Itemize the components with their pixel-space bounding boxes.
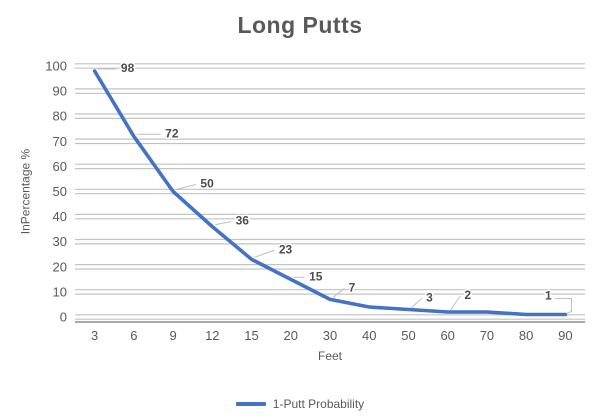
label-leader-line [254,249,275,258]
y-tick-label: 30 [53,234,67,249]
y-tick-label: 70 [53,134,67,149]
x-tick-label: 15 [244,328,258,343]
x-tick-label: 50 [401,328,415,343]
data-point-label: 15 [309,269,323,283]
legend-line-marker [235,402,266,406]
data-point-label: 7 [349,280,356,294]
legend-label: 1-Putt Probability [272,397,365,411]
x-tick-label: 6 [130,328,137,343]
y-tick-label: 80 [53,109,67,124]
label-leader-line [411,298,423,308]
data-point-label: 98 [121,61,135,75]
x-tick-label: 70 [480,328,494,343]
chart-title: Long Putts [237,12,363,38]
legend: 1-Putt Probability [0,397,600,411]
y-tick-label: 60 [53,159,67,174]
x-tick-label: 3 [91,328,98,343]
data-point-label: 23 [279,242,293,256]
y-tick-label: 10 [53,284,67,299]
y-tick-label: 40 [53,209,67,224]
y-tick-label: 20 [53,259,67,274]
x-tick-label: 9 [169,328,176,343]
data-point-label: 50 [200,177,214,191]
label-leader-line [554,297,572,314]
y-tick-label: 90 [53,84,67,99]
data-point-label: 72 [165,126,179,140]
data-point-label: 36 [236,214,250,228]
y-axis-title: InPercentage % [18,148,33,235]
label-leader-line [215,221,232,226]
x-tick-label: 12 [205,328,219,343]
x-axis-title: Feet [317,349,342,363]
x-tick-label: 20 [284,328,298,343]
x-tick-label: 30 [323,328,337,343]
label-leader-line [332,288,345,298]
data-point-label: 3 [426,290,433,304]
y-tick-label: 0 [60,310,67,325]
data-point-label: 1 [545,288,552,302]
series-line [92,69,568,317]
label-leader-line [175,184,196,190]
y-tick-label: 50 [53,184,67,199]
data-point-label: 2 [464,288,471,302]
label-leader-line [450,295,461,311]
y-tick-label: 100 [45,59,67,74]
x-tick-label: 40 [362,328,376,343]
x-tick-label: 80 [519,328,533,343]
x-tick-label: 90 [558,328,572,343]
x-tick-label: 60 [440,328,454,343]
